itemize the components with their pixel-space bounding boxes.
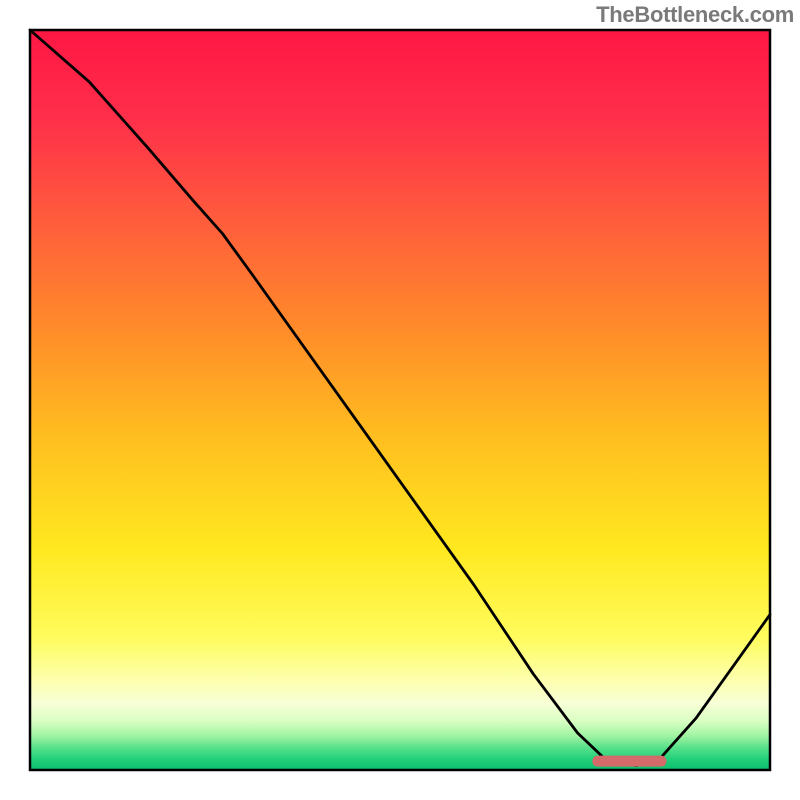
chart-container: TheBottleneck.com	[0, 0, 800, 800]
optimal-range-bar	[592, 756, 666, 767]
chart-svg	[0, 0, 800, 800]
watermark-text: TheBottleneck.com	[596, 2, 794, 28]
